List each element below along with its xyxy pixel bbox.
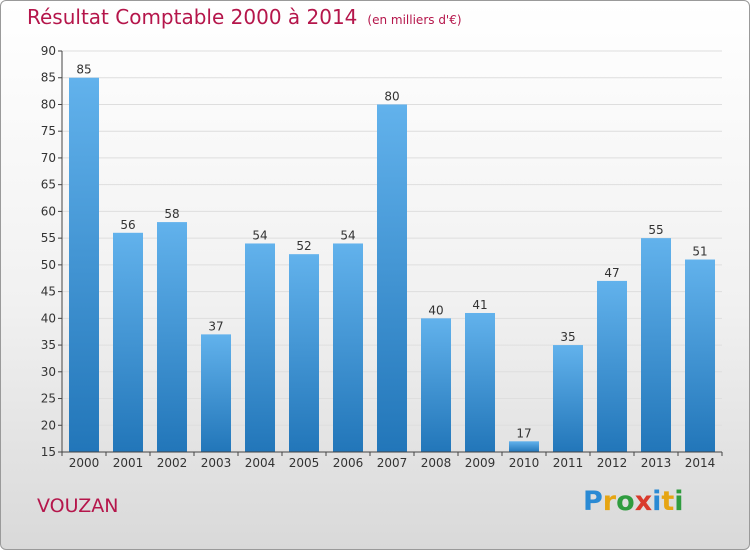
- bar-2004: [245, 243, 275, 452]
- y-tick-label: 90: [41, 44, 56, 58]
- value-label-2004: 54: [252, 228, 267, 242]
- bar-2010: [509, 441, 539, 452]
- proxiti-logo: Proxiti: [583, 486, 684, 517]
- x-tick-label-2013: 2013: [641, 456, 672, 470]
- bar-2009: [465, 312, 495, 452]
- bar-2006: [333, 243, 363, 452]
- x-tick-label-2004: 2004: [245, 456, 276, 470]
- x-tick-label-2001: 2001: [113, 456, 144, 470]
- y-tick-label: 60: [41, 204, 56, 218]
- y-tick-label: 50: [41, 258, 56, 272]
- y-tick-label: 75: [41, 124, 56, 138]
- chart-title-text: Résultat Comptable 2000 à 2014: [27, 5, 358, 29]
- chart-title: Résultat Comptable 2000 à 2014 (en millie…: [27, 5, 462, 29]
- y-tick-label: 85: [41, 71, 56, 85]
- value-label-2013: 55: [648, 223, 663, 237]
- value-label-2012: 47: [604, 266, 619, 280]
- x-tick-label-2010: 2010: [509, 456, 540, 470]
- x-tick-label-2005: 2005: [289, 456, 320, 470]
- value-label-2011: 35: [560, 330, 575, 344]
- x-tick-label-2009: 2009: [465, 456, 496, 470]
- bar-2011: [553, 345, 583, 452]
- x-tick-label-2002: 2002: [157, 456, 188, 470]
- y-tick-label: 80: [41, 97, 56, 111]
- value-label-2005: 52: [296, 239, 311, 253]
- bar-2001: [113, 232, 143, 452]
- y-tick-label: 20: [41, 418, 56, 432]
- bar-2005: [289, 254, 319, 452]
- value-label-2008: 40: [428, 303, 443, 317]
- x-tick-label-2014: 2014: [685, 456, 716, 470]
- x-tick-label-2000: 2000: [69, 456, 100, 470]
- bar-2000: [69, 77, 99, 452]
- y-tick-label: 30: [41, 365, 56, 379]
- x-tick-label-2008: 2008: [421, 456, 452, 470]
- value-label-2002: 58: [164, 207, 179, 221]
- bar-2008: [421, 318, 451, 452]
- x-tick-label-2011: 2011: [553, 456, 584, 470]
- value-label-2007: 80: [384, 89, 399, 103]
- chart-unit-label: (en milliers d'€): [367, 13, 462, 27]
- bar-2013: [641, 238, 671, 452]
- value-label-2014: 51: [692, 245, 707, 259]
- axes-group: 15 20 25 30 35 40 45 50 55 60 65 70 75 80 85 90 2000 2001…: [41, 44, 723, 470]
- bars-group: 85 56 58 37 54 52 54 80 40 41 17 35 47 55 51: [69, 63, 715, 452]
- x-tick-label-2003: 2003: [201, 456, 232, 470]
- bar-2002: [157, 222, 187, 452]
- y-tick-label: 55: [41, 231, 56, 245]
- value-label-2009: 41: [472, 298, 487, 312]
- value-label-2000: 85: [76, 63, 91, 77]
- y-tick-label: 25: [41, 392, 56, 406]
- value-label-2010: 17: [516, 426, 531, 440]
- x-tick-label-2007: 2007: [377, 456, 408, 470]
- y-tick-label: 70: [41, 151, 56, 165]
- y-tick-label: 65: [41, 178, 56, 192]
- bar-2014: [685, 259, 715, 452]
- value-label-2003: 37: [208, 319, 223, 333]
- y-tick-label: 45: [41, 285, 56, 299]
- x-tick-label-2006: 2006: [333, 456, 364, 470]
- y-tick-label: 15: [41, 445, 56, 459]
- value-label-2001: 56: [120, 218, 135, 232]
- bar-2003: [201, 334, 231, 452]
- y-tick-label: 35: [41, 338, 56, 352]
- bar-2007: [377, 104, 407, 452]
- x-tick-label-2012: 2012: [597, 456, 628, 470]
- value-label-2006: 54: [340, 228, 355, 242]
- bar-2012: [597, 280, 627, 452]
- y-tick-label: 40: [41, 311, 56, 325]
- commune-name: VOUZAN: [37, 495, 119, 517]
